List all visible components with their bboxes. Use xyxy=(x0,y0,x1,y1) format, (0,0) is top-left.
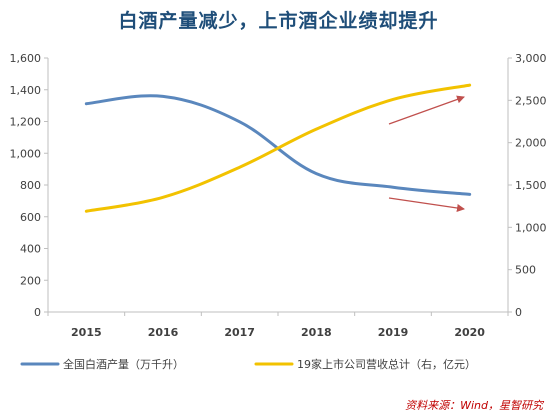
y-right-tick-label: 500 xyxy=(515,264,536,277)
y-left-tick-label: 1,600 xyxy=(10,52,42,65)
chart-title: 白酒产量减少，上市酒企业绩却提升 xyxy=(118,10,439,32)
y-left-tick-label: 1,400 xyxy=(10,84,42,97)
y-right-tick-label: 2,000 xyxy=(515,137,547,150)
y-right-tick-label: 3,000 xyxy=(515,52,547,65)
y-right-tick-label: 0 xyxy=(515,306,522,319)
y-left-tick-label: 600 xyxy=(20,211,41,224)
y-left-tick-label: 1,000 xyxy=(10,147,42,160)
source-note: 资料来源：Wind，星智研究 xyxy=(405,399,543,412)
x-tick-label: 2017 xyxy=(224,326,255,339)
y-right-tick-label: 2,500 xyxy=(515,94,547,107)
legend-label-1: 全国白酒产量（万千升） xyxy=(63,357,184,371)
y-left-tick-label: 0 xyxy=(34,306,41,319)
y-left-tick-label: 800 xyxy=(20,179,41,192)
y-left-tick-label: 200 xyxy=(20,274,41,287)
trend-down-arrow xyxy=(388,197,465,212)
x-tick-label: 2020 xyxy=(454,326,485,339)
y-right-tick-label: 1,500 xyxy=(515,179,547,192)
y-left-tick-label: 400 xyxy=(20,243,41,256)
x-tick-label: 2019 xyxy=(378,326,409,339)
series-line-2 xyxy=(84,83,472,213)
trend-up-arrow xyxy=(388,95,465,125)
y-right-tick-label: 1,000 xyxy=(515,221,547,234)
x-tick-label: 2018 xyxy=(301,326,332,339)
series-line-1 xyxy=(84,94,472,196)
x-tick-label: 2015 xyxy=(71,326,102,339)
y-left-tick-label: 1,200 xyxy=(10,116,42,129)
legend-label-2: 19家上市公司营收总计（右，亿元） xyxy=(297,357,476,371)
x-tick-label: 2016 xyxy=(148,326,179,339)
